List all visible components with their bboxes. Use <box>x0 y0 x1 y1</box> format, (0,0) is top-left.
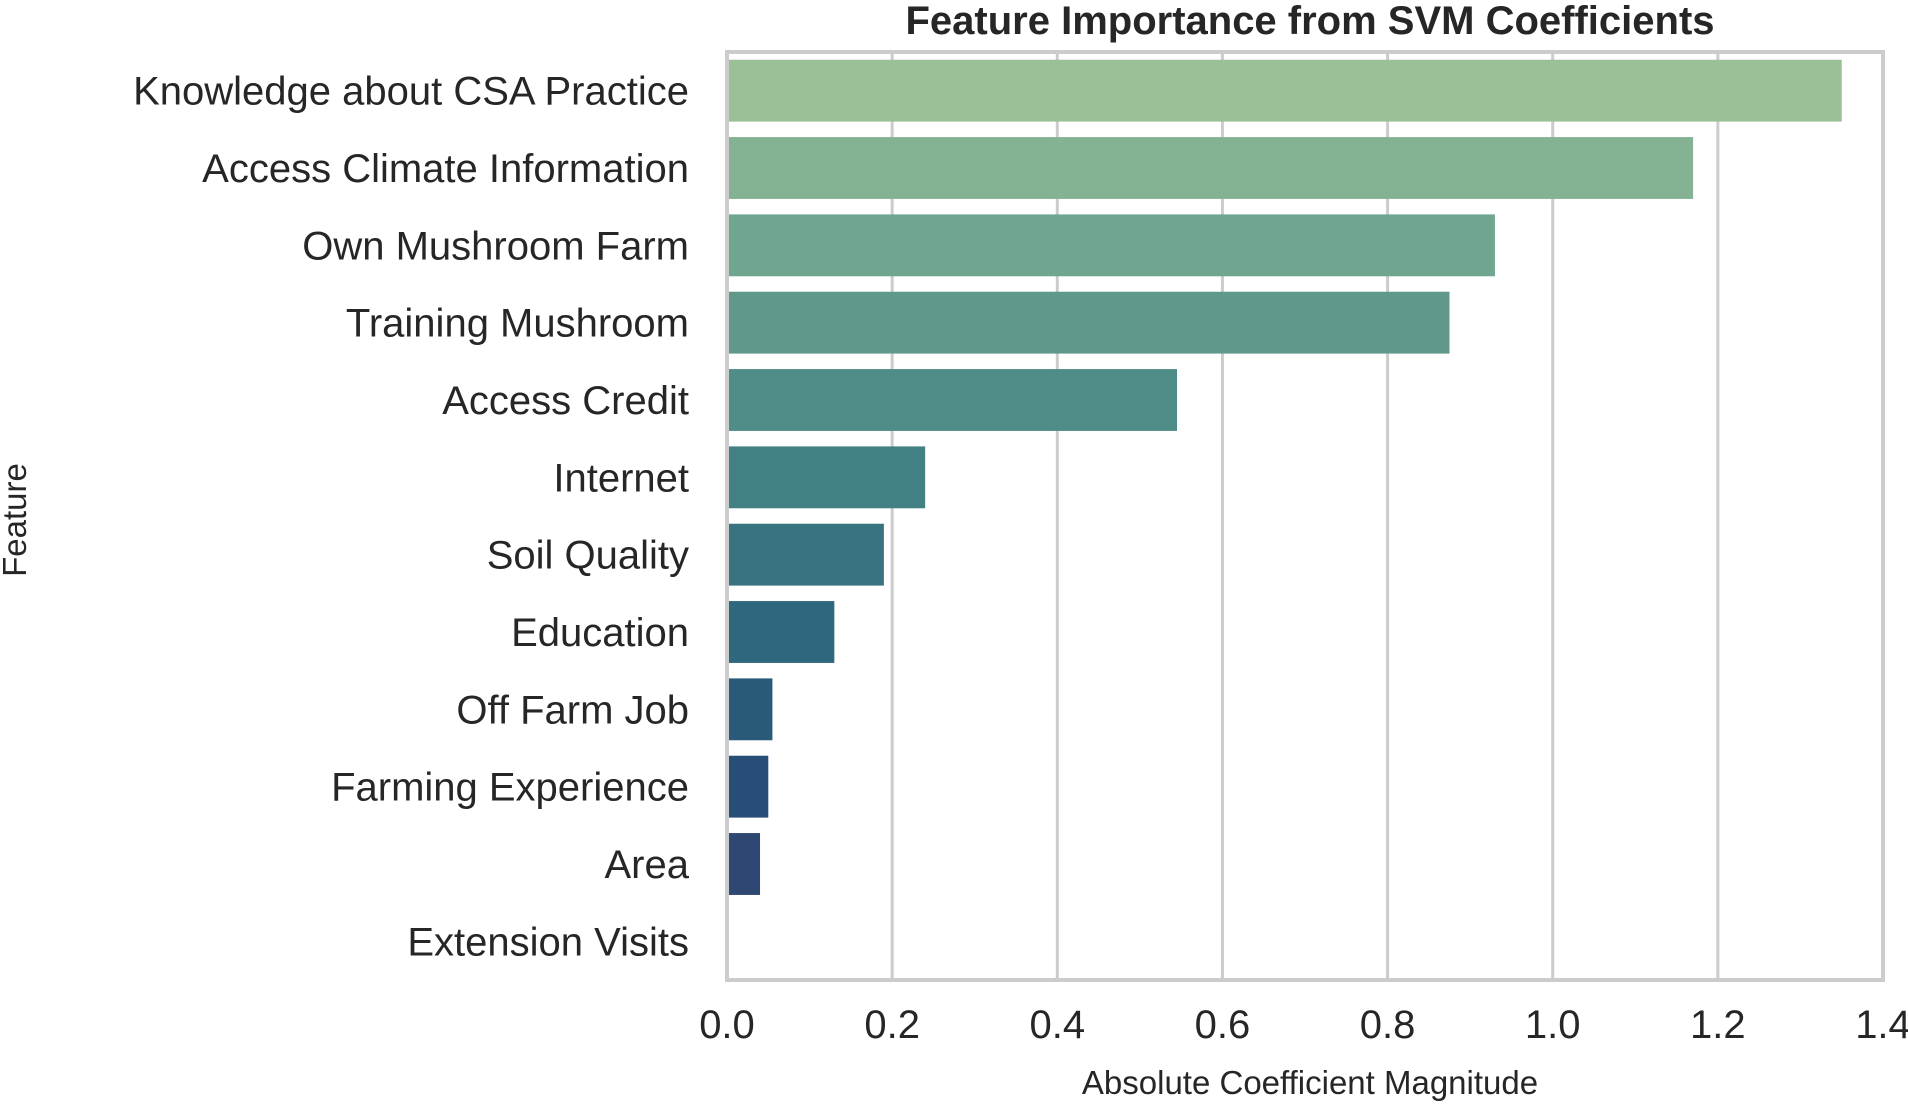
y-tick-label: Own Mushroom Farm <box>302 224 689 268</box>
x-axis-label: Absolute Coefficient Magnitude <box>1082 1064 1538 1101</box>
y-tick-label: Internet <box>553 456 689 500</box>
x-tick-label: 1.2 <box>1690 1003 1746 1047</box>
bar <box>727 446 926 509</box>
y-tick-label: Soil Quality <box>487 534 689 578</box>
x-tick-label: 0.6 <box>1195 1003 1251 1047</box>
y-tick-labels: Knowledge about CSA Practice Access Clima… <box>133 70 690 965</box>
bar <box>727 523 884 586</box>
y-axis-label: Feature <box>0 463 33 577</box>
bar <box>727 59 1842 122</box>
x-tick-label: 0.2 <box>864 1003 920 1047</box>
y-tick-label: Knowledge about CSA Practice <box>133 70 689 114</box>
plot-frame <box>725 50 1885 982</box>
y-tick-label: Training Mushroom <box>346 302 689 346</box>
bar <box>727 755 769 818</box>
bar <box>727 291 1450 354</box>
bar <box>727 601 835 663</box>
y-tick-label: Area <box>605 843 690 887</box>
x-tick-label: 1.4 <box>1855 1003 1908 1047</box>
y-tick-label: Extension Visits <box>407 920 689 964</box>
chart-title: Feature Importance from SVM Coefficients <box>905 0 1714 43</box>
y-tick-label: Farming Experience <box>331 766 689 810</box>
bars <box>727 59 1842 895</box>
bar <box>727 369 1178 431</box>
y-tick-label: Education <box>511 611 689 655</box>
bar <box>727 214 1495 277</box>
bar <box>727 678 773 741</box>
x-tick-labels: 0.0 0.2 0.4 0.6 0.8 1.0 1.2 1.4 <box>699 1003 1908 1047</box>
x-tick-label: 0.8 <box>1360 1003 1416 1047</box>
y-tick-label: Off Farm Job <box>456 688 689 732</box>
x-tick-label: 0.4 <box>1029 1003 1085 1047</box>
x-tick-label: 1.0 <box>1525 1003 1581 1047</box>
gridlines <box>725 52 1885 980</box>
x-tick-label: 0.0 <box>699 1003 755 1047</box>
y-tick-label: Access Climate Information <box>202 147 689 191</box>
bar <box>727 833 761 895</box>
bar <box>727 137 1694 199</box>
y-tick-label: Access Credit <box>442 379 689 423</box>
